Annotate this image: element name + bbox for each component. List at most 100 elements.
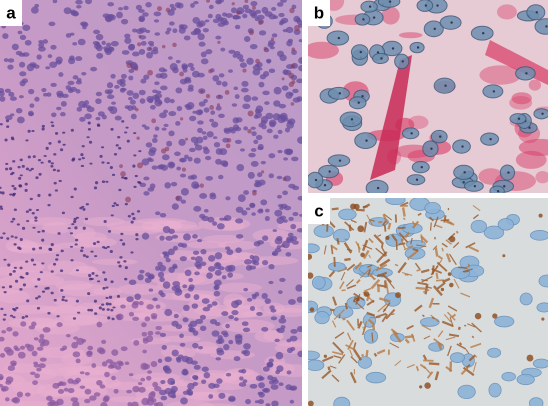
- nucleus: [115, 203, 119, 207]
- nucleus: [110, 308, 114, 312]
- stain-strand: [367, 318, 375, 326]
- nucleus: [269, 46, 275, 50]
- nucleus: [167, 161, 176, 169]
- nucleus: [4, 138, 8, 142]
- nucleus: [16, 223, 20, 226]
- nucleolus: [338, 159, 342, 162]
- stain: [497, 4, 517, 20]
- nucleus: [81, 22, 89, 28]
- nucleus: [297, 136, 302, 144]
- nucleus: [260, 160, 266, 165]
- nucleus: [247, 171, 255, 179]
- pigment: [156, 6, 163, 12]
- panel-label: c: [314, 201, 323, 220]
- stain-strand: [363, 249, 370, 260]
- nucleus: [255, 9, 261, 14]
- nucleus: [258, 208, 264, 212]
- nucleus: [234, 94, 240, 99]
- nucleus: [176, 105, 183, 112]
- nucleus: [12, 396, 21, 404]
- nucleus: [71, 158, 75, 162]
- nucleus: [71, 341, 79, 349]
- nucleus: [29, 371, 36, 376]
- nucleus: [203, 98, 208, 104]
- nucleus: [121, 50, 130, 55]
- stain-strand: [357, 243, 361, 253]
- stain-strand: [406, 364, 415, 369]
- nucleus: [163, 123, 169, 127]
- nucleus: [241, 210, 248, 216]
- nucleus: [201, 366, 209, 372]
- stain-strand: [460, 292, 471, 298]
- nucleus: [36, 346, 44, 351]
- nucleus: [37, 295, 41, 298]
- nucleus: [182, 284, 188, 289]
- nucleus: [30, 167, 34, 171]
- nucleus: [276, 365, 284, 373]
- stain-dot: [355, 297, 360, 302]
- nucleus: [276, 175, 283, 180]
- stain-strand: [383, 213, 393, 221]
- nucleus: [99, 384, 106, 389]
- nucleus: [532, 358, 548, 369]
- nucleus: [85, 0, 92, 5]
- nucleus: [94, 181, 99, 185]
- stain-dot: [360, 252, 365, 258]
- nucleus: [183, 35, 191, 41]
- nucleus: [1, 286, 5, 289]
- nucleus: [3, 346, 12, 353]
- nucleus: [13, 308, 17, 312]
- nucleus: [72, 400, 80, 406]
- nucleus: [5, 162, 9, 165]
- nucleus: [196, 136, 204, 144]
- nucleus: [171, 320, 179, 327]
- nucleus: [272, 229, 277, 232]
- nucleus: [0, 123, 3, 126]
- nucleus: [290, 223, 297, 230]
- nucleus: [224, 246, 231, 250]
- nucleus: [138, 48, 146, 55]
- nucleus: [291, 4, 297, 10]
- nucleus: [43, 92, 48, 97]
- nucleus: [142, 12, 149, 17]
- nucleus: [65, 33, 72, 38]
- nucleus: [202, 135, 208, 140]
- nucleus: [26, 63, 35, 72]
- nucleus: [457, 384, 476, 400]
- nucleus: [308, 243, 320, 254]
- stain-strand: [449, 361, 453, 372]
- nucleus: [91, 363, 97, 368]
- stain-strand: [420, 268, 430, 274]
- nucleus: [534, 18, 548, 35]
- nucleus: [171, 234, 179, 239]
- nucleus: [254, 17, 260, 22]
- nucleus: [32, 226, 36, 229]
- nucleus: [236, 164, 245, 172]
- pigment: [120, 171, 126, 177]
- nucleolus: [541, 112, 544, 115]
- nucleus: [87, 308, 91, 312]
- pigment: [247, 129, 252, 134]
- nucleus: [139, 269, 145, 274]
- nucleus: [145, 29, 151, 34]
- nucleus: [88, 140, 93, 144]
- nucleus: [174, 151, 181, 157]
- nucleus: [19, 345, 26, 350]
- nucleus: [2, 318, 6, 321]
- nucleolus: [337, 36, 341, 40]
- nucleus: [213, 279, 222, 286]
- nucleus: [194, 271, 200, 276]
- nucleus: [0, 353, 6, 358]
- nucleus: [449, 352, 465, 363]
- nucleus: [152, 297, 158, 302]
- stain-strand: [437, 330, 444, 338]
- pigment: [134, 66, 139, 71]
- nucleus: [48, 141, 52, 145]
- tissue: [72, 265, 96, 274]
- nucleus: [197, 20, 206, 27]
- nucleus: [180, 188, 189, 196]
- nucleus: [62, 143, 66, 146]
- nucleus: [132, 164, 136, 168]
- nucleus: [49, 61, 58, 68]
- nucleus: [127, 215, 131, 218]
